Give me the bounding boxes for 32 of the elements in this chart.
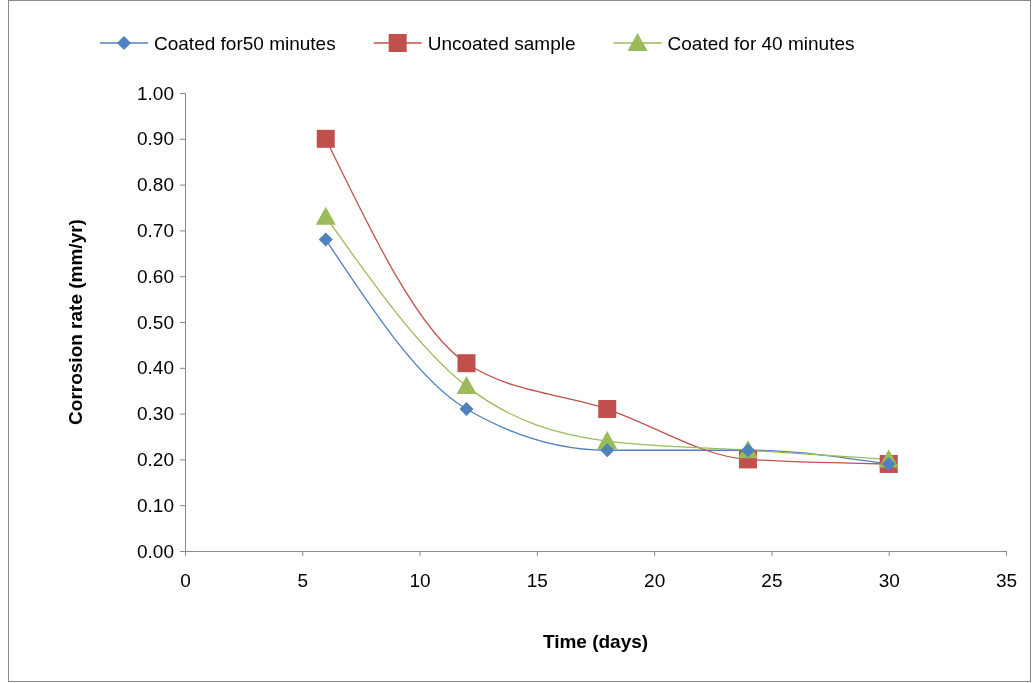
- point: [316, 129, 335, 148]
- x-axis-title: Time (days): [542, 631, 649, 652]
- point: [315, 206, 336, 225]
- x-tick-label: 35: [995, 570, 1018, 592]
- y-tick-label: 0.60: [137, 265, 174, 287]
- y-tick-label: 0.10: [137, 494, 174, 516]
- x-tick-label: 25: [761, 570, 783, 592]
- y-tick-label: 0.00: [137, 540, 174, 562]
- y-tick-label: 0.30: [137, 403, 174, 425]
- x-tick-label: 20: [644, 570, 666, 592]
- point: [459, 402, 474, 417]
- x-tick-label: 10: [409, 570, 431, 592]
- y-tick-label: 0.40: [137, 357, 174, 379]
- y-tick-label: 0.80: [137, 174, 174, 196]
- x-tick-label: 0: [180, 570, 191, 592]
- legend-label: Uncoated sample: [427, 33, 576, 54]
- point: [456, 376, 477, 395]
- y-axis-title: Corrosion rate (mm/yr): [65, 219, 86, 425]
- y-tick-label: 0.90: [137, 128, 174, 150]
- point: [457, 354, 476, 373]
- point: [598, 400, 617, 419]
- y-tick-label: 0.20: [137, 448, 174, 470]
- point: [318, 232, 333, 247]
- point: [600, 443, 615, 458]
- legend-label: Coated for50 minutes: [154, 33, 336, 54]
- legend-label: Coated for 40 minutes: [667, 33, 855, 54]
- y-tick-label: 0.50: [137, 311, 174, 333]
- x-tick-label: 15: [526, 570, 548, 592]
- x-tick-label: 30: [878, 570, 900, 592]
- y-tick-label: 1.00: [137, 82, 174, 104]
- x-tick-label: 5: [297, 570, 309, 592]
- y-tick-label: 0.70: [137, 219, 174, 241]
